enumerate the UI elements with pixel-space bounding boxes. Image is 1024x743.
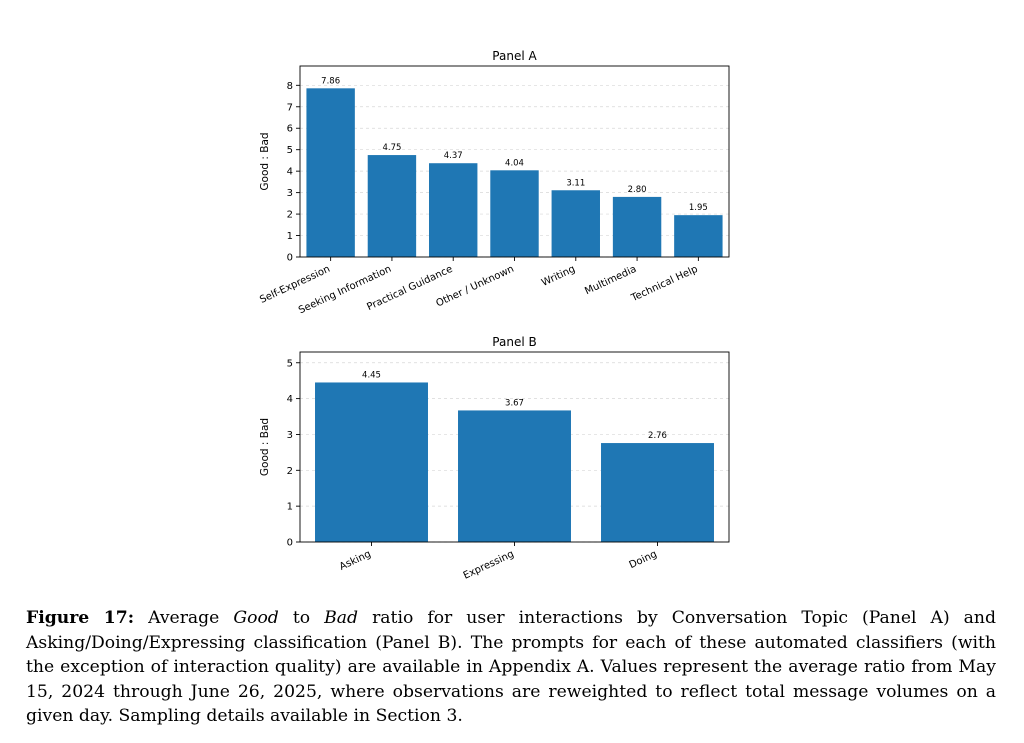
chart-title: Panel B <box>492 335 536 349</box>
data-label: 1.95 <box>689 203 708 213</box>
y-tick-label: 2 <box>287 466 293 477</box>
data-label: 4.75 <box>382 143 401 153</box>
caption-bad: Bad <box>324 608 359 628</box>
panel-a-chart: 7.864.754.374.043.112.801.95012345678Sel… <box>258 49 730 316</box>
panel-b-chart: 4.45 3.67 2.76 0 1 2 3 4 5 Asking Expressing Doing P… <box>259 335 730 582</box>
bar-asking <box>315 382 428 542</box>
chart-title: Panel A <box>492 49 537 63</box>
bar-doing <box>601 443 714 542</box>
x-tick-label: Asking <box>338 549 373 573</box>
bar-expressing <box>458 410 571 542</box>
caption-text-1: Average <box>134 608 234 628</box>
y-tick-label: 6 <box>287 124 293 135</box>
y-tick-label: 0 <box>287 538 293 549</box>
y-axis-label: Good : Bad <box>259 132 271 190</box>
y-tick-label: 5 <box>287 358 293 369</box>
data-label: 4.45 <box>362 370 381 380</box>
x-tick-label: Expressing <box>462 549 516 582</box>
y-tick-label: 1 <box>287 502 293 513</box>
bar-other-unknown <box>490 170 539 257</box>
y-tick-label: 7 <box>287 102 293 113</box>
caption-text-2: to <box>278 608 325 628</box>
bar-self-expression <box>306 88 355 258</box>
data-label: 2.76 <box>648 431 667 441</box>
y-tick-label: 4 <box>287 167 293 178</box>
y-tick-label: 5 <box>287 145 293 156</box>
x-tick-label: Multimedia <box>583 264 638 297</box>
data-label: 3.11 <box>566 178 585 188</box>
y-tick-label: 0 <box>287 253 293 264</box>
data-label: 7.86 <box>321 76 340 86</box>
x-tick-label: Technical Help <box>629 264 700 305</box>
data-label: 2.80 <box>628 185 647 195</box>
y-tick-label: 3 <box>287 430 293 441</box>
caption-good: Good <box>233 608 279 628</box>
bar-writing <box>551 190 600 257</box>
y-tick-label: 1 <box>287 231 293 242</box>
data-label: 4.04 <box>505 158 524 168</box>
caption-text-3: ratio for user interactions by Conversat… <box>26 608 997 726</box>
data-label: 4.37 <box>444 151 463 161</box>
bar-practical-guidance <box>429 163 478 257</box>
x-tick-label: Writing <box>540 264 577 289</box>
y-tick-label: 2 <box>287 210 293 221</box>
y-tick-label: 4 <box>287 394 293 405</box>
data-label: 3.67 <box>505 398 524 408</box>
bar-technical-help <box>674 215 723 257</box>
y-axis-label: Good : Bad <box>259 418 271 476</box>
bar-multimedia <box>612 196 662 257</box>
y-tick-label: 3 <box>287 188 293 199</box>
bar-seeking-information <box>367 155 417 257</box>
y-tick-label: 8 <box>287 81 293 92</box>
x-tick-label: Doing <box>628 549 659 571</box>
figure-caption: Figure 17: Average Good to Bad ratio for… <box>26 606 996 729</box>
caption-label: Figure 17: <box>26 608 135 628</box>
